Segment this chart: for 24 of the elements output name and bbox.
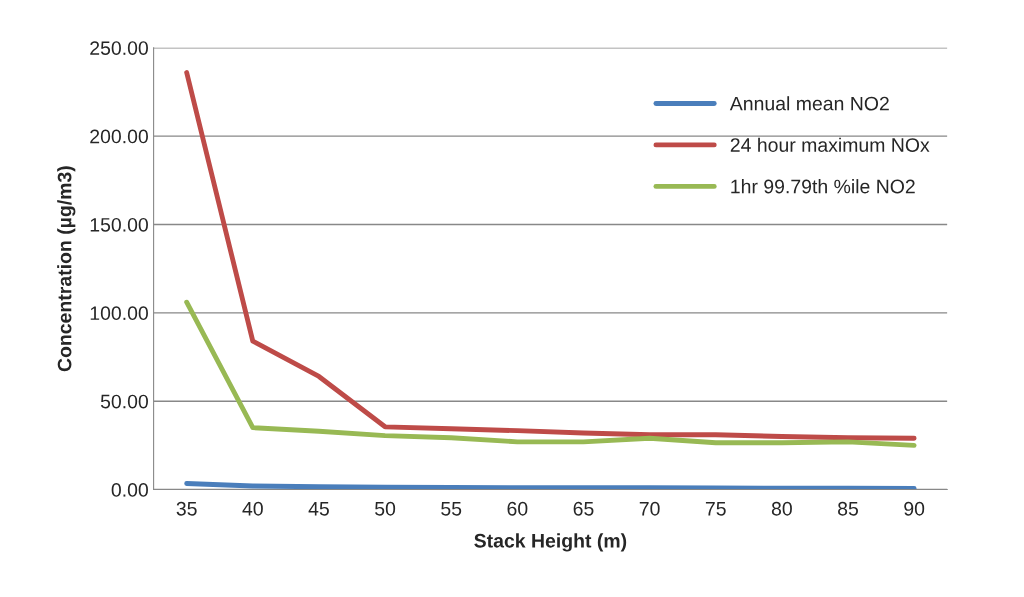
y-tick-label: 250.00 — [90, 41, 148, 55]
y-tick-label: 0.00 — [111, 483, 148, 497]
x-axis-title: Stack Height (m) — [474, 533, 627, 552]
x-tick-label: 40 — [242, 501, 263, 516]
y-axis-title: Concentration (µg/m3) — [57, 166, 76, 372]
y-tick-label: 150.00 — [90, 217, 148, 232]
x-tick-label: 35 — [176, 501, 197, 516]
x-tick-label: 80 — [771, 501, 792, 516]
x-tick-label: 65 — [573, 501, 594, 516]
legend-label: 24 hour maximum NOx — [730, 137, 930, 152]
x-tick-label: 75 — [705, 502, 726, 516]
x-tick-label: 85 — [838, 501, 858, 516]
legend-label: Annual mean NO2 — [729, 96, 889, 111]
x-tick-label: 50 — [375, 501, 396, 516]
x-tick-label: 60 — [507, 501, 528, 516]
legend-label: 1hr 99.79th %ile NO2 — [731, 179, 915, 194]
line-series — [184, 299, 917, 448]
x-tick-label: 45 — [308, 502, 329, 516]
y-tick-label: 200.00 — [90, 129, 148, 144]
x-tick-label: 70 — [639, 501, 660, 516]
y-tick-label: 50.00 — [100, 394, 148, 409]
y-tick-label: 100.00 — [90, 306, 148, 321]
x-tick-label: 90 — [904, 501, 925, 516]
x-tick-label: 55 — [441, 502, 462, 516]
